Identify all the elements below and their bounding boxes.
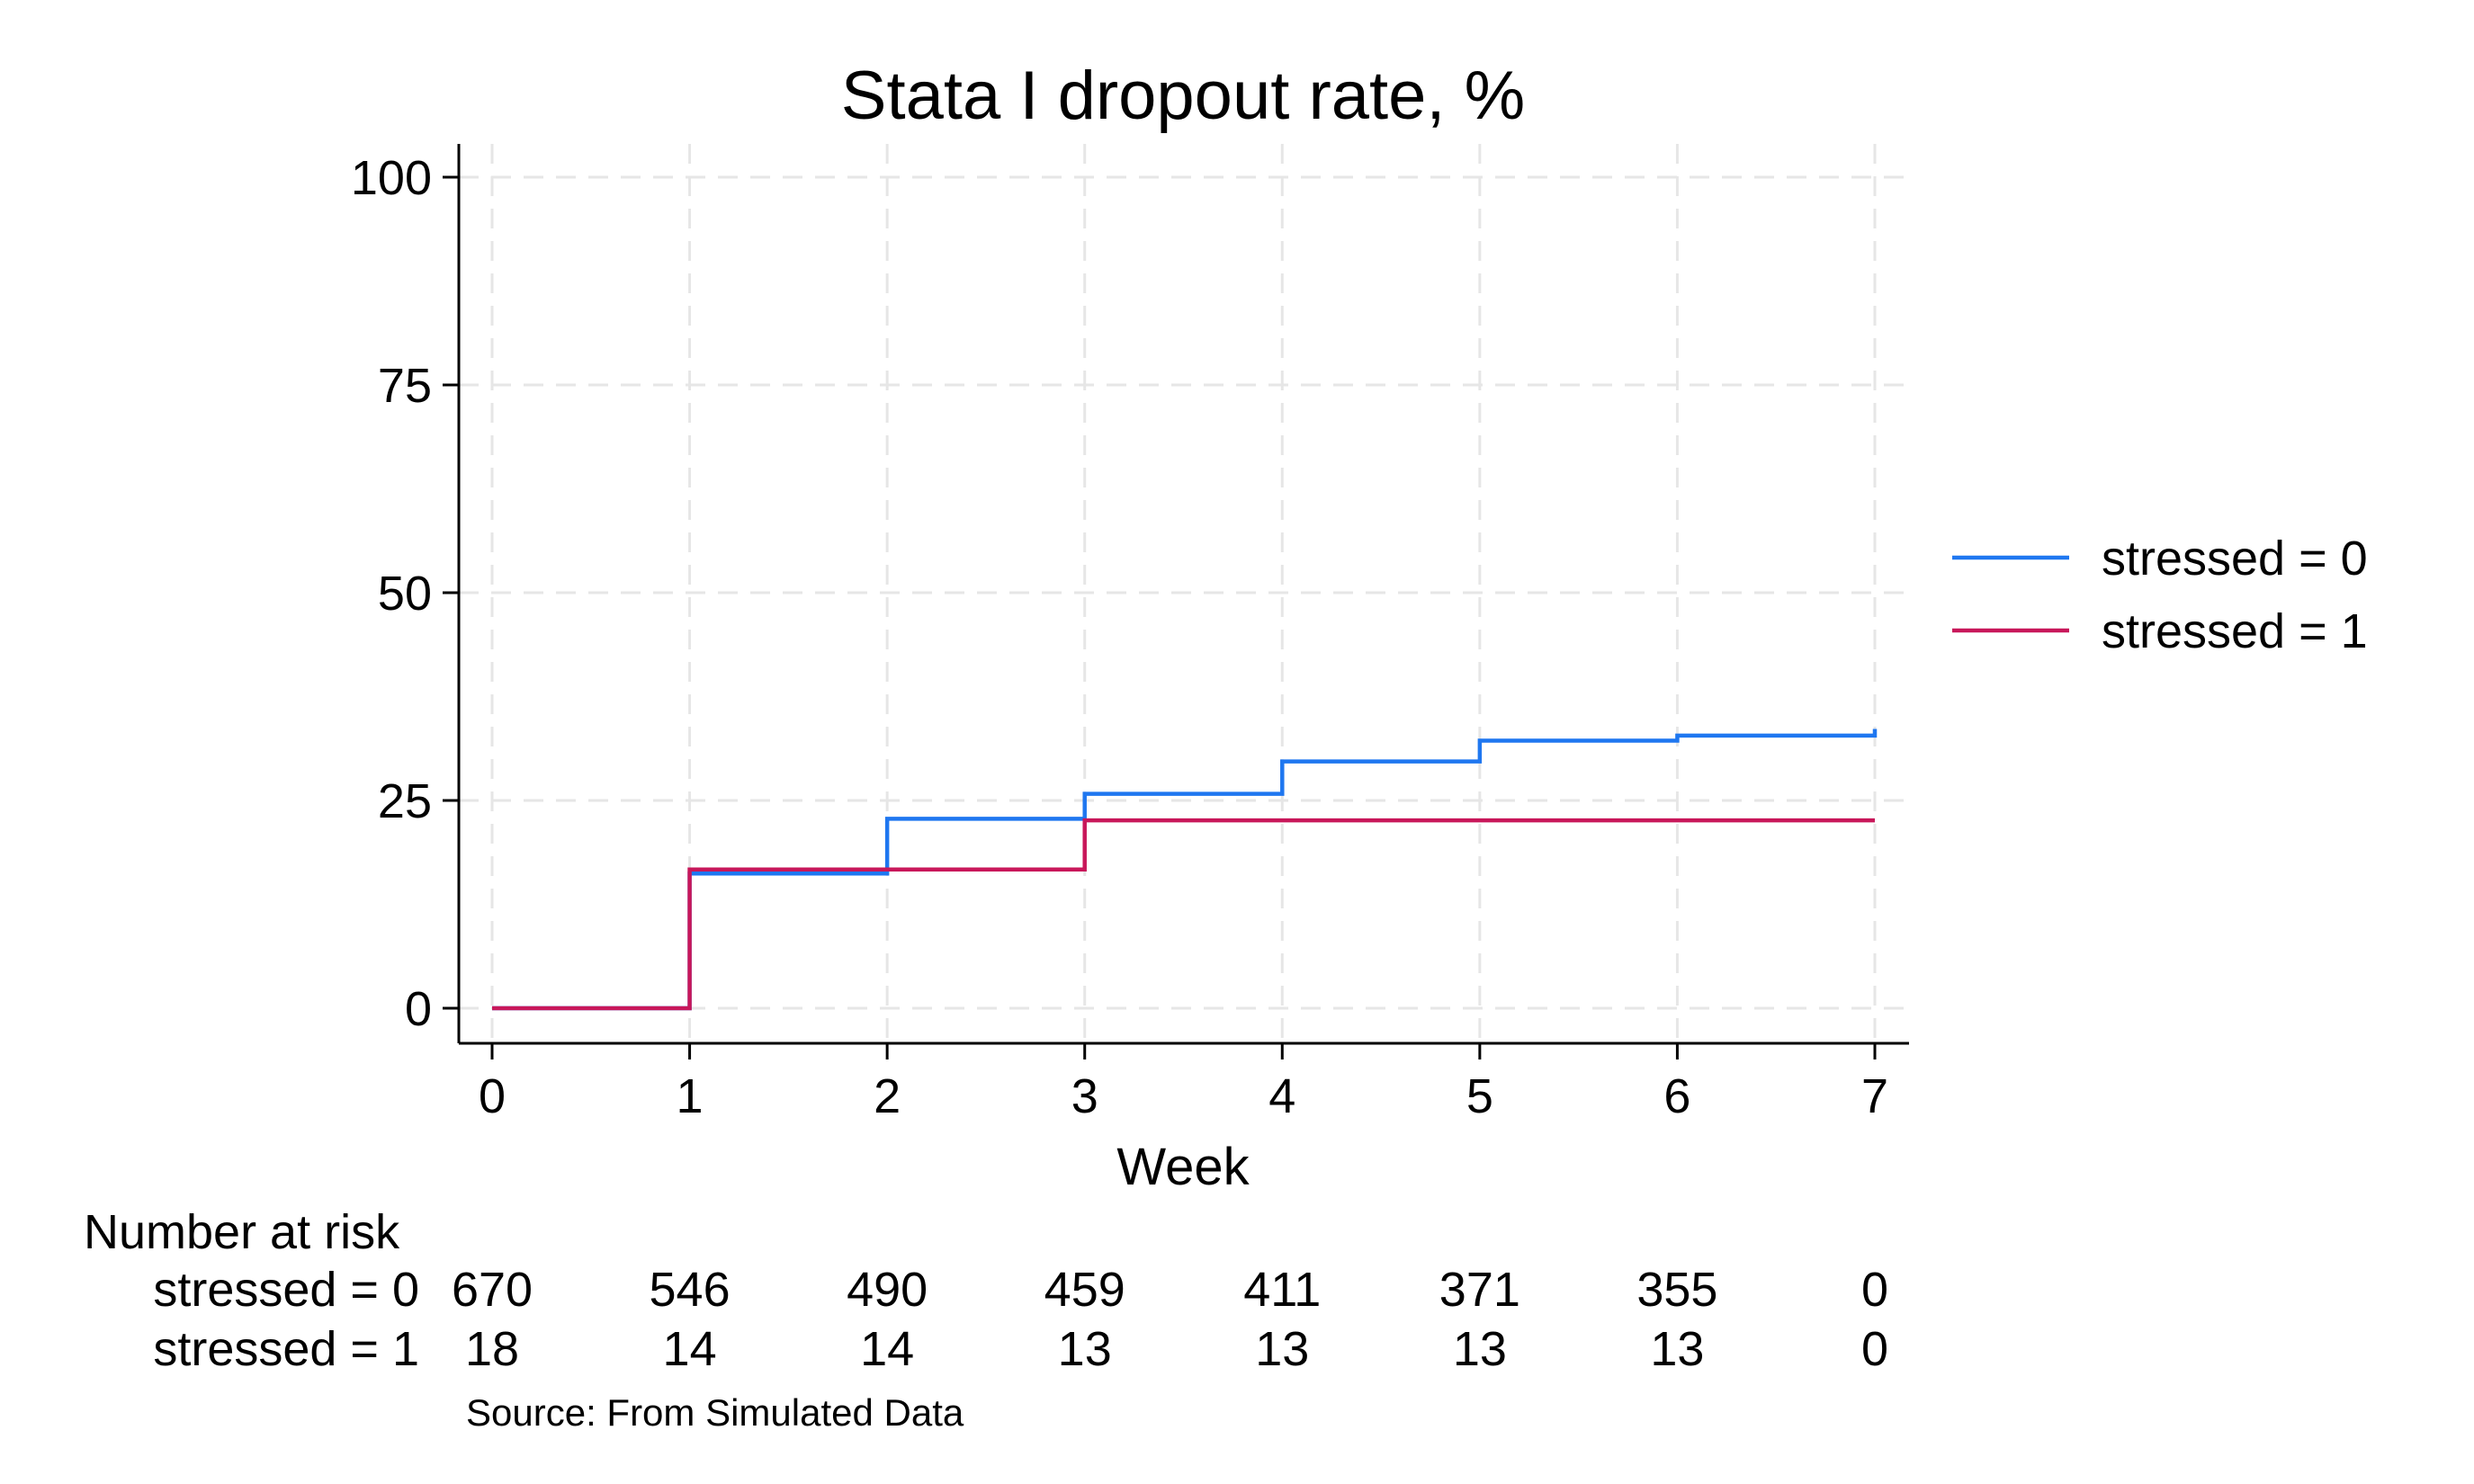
risk-table-header: Number at risk <box>84 1205 400 1259</box>
y-tick-label-0: 0 <box>405 982 432 1036</box>
risk-value-1-3: 13 <box>1058 1322 1112 1376</box>
risk-value-1-7: 0 <box>1861 1322 1888 1376</box>
risk-value-0-2: 490 <box>847 1263 928 1317</box>
series-line-1 <box>492 818 1875 1011</box>
x-tick-label-3: 3 <box>1071 1069 1098 1123</box>
risk-table: Number at risk stressed = 0 670 546 490 459 4… <box>84 1205 1888 1376</box>
risk-row-label-1: stressed = 1 <box>153 1322 419 1376</box>
y-axis-ticks: 0 25 50 75 100 <box>351 151 459 1036</box>
legend-label-1: stressed = 1 <box>2102 604 2368 658</box>
risk-value-0-0: 670 <box>452 1263 533 1317</box>
risk-value-1-0: 18 <box>465 1322 519 1376</box>
risk-value-0-5: 371 <box>1439 1263 1520 1317</box>
source-note: Source: From Simulated Data <box>466 1391 964 1434</box>
x-tick-label-6: 6 <box>1663 1069 1690 1123</box>
risk-value-1-4: 13 <box>1255 1322 1309 1376</box>
x-tick-label-7: 7 <box>1861 1069 1888 1123</box>
x-tick-label-4: 4 <box>1268 1069 1295 1123</box>
risk-value-1-2: 14 <box>860 1322 914 1376</box>
risk-value-0-7: 0 <box>1861 1263 1888 1317</box>
x-axis-ticks: 0 1 2 3 4 5 6 7 <box>479 1043 1888 1123</box>
series-line-0 <box>492 729 1878 1011</box>
series <box>492 729 1878 1011</box>
y-tick-label-1: 25 <box>378 774 432 828</box>
x-tick-label-2: 2 <box>874 1069 901 1123</box>
legend: stressed = 0 stressed = 1 <box>1952 532 2368 658</box>
risk-row-label-0: stressed = 0 <box>153 1263 419 1317</box>
risk-value-1-5: 13 <box>1453 1322 1507 1376</box>
risk-value-0-3: 459 <box>1044 1263 1125 1317</box>
x-tick-label-0: 0 <box>479 1069 506 1123</box>
risk-value-1-6: 13 <box>1650 1322 1704 1376</box>
y-tick-label-4: 100 <box>351 151 432 205</box>
risk-value-0-4: 411 <box>1243 1263 1321 1317</box>
y-tick-label-2: 50 <box>378 567 432 621</box>
legend-label-0: stressed = 0 <box>2102 532 2368 586</box>
x-axis-label: Week <box>1116 1138 1250 1196</box>
x-tick-label-1: 1 <box>677 1069 704 1123</box>
x-tick-label-5: 5 <box>1466 1069 1493 1123</box>
risk-value-0-1: 546 <box>650 1263 731 1317</box>
risk-value-0-6: 355 <box>1636 1263 1717 1317</box>
risk-value-1-1: 14 <box>663 1322 717 1376</box>
chart-title: Stata I dropout rate, % <box>841 58 1525 134</box>
y-tick-label-3: 75 <box>378 359 432 413</box>
